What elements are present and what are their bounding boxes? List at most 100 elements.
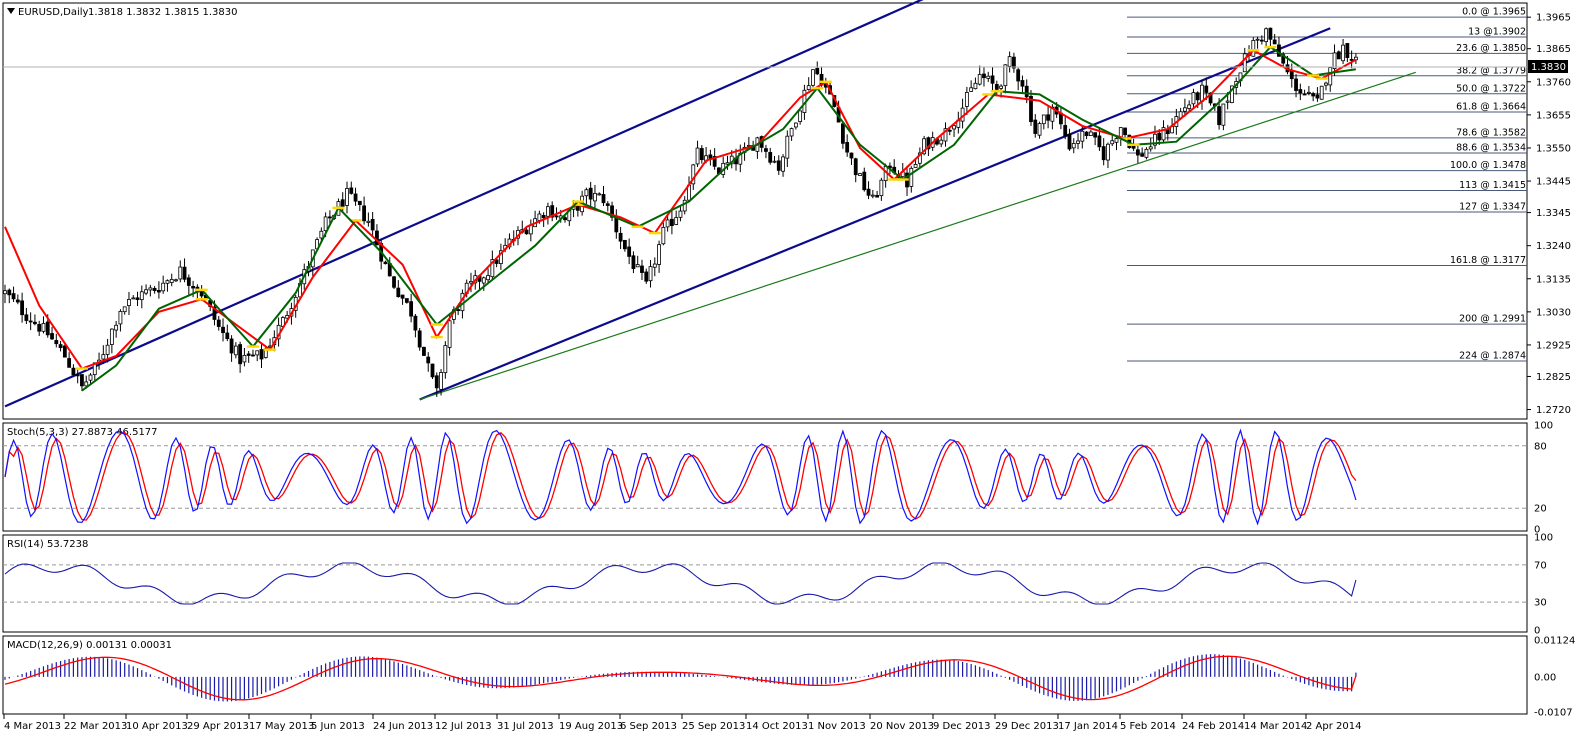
moving-averages [4,45,1357,392]
candle-body [67,358,72,368]
candle-body [994,84,999,90]
candle-body [1080,130,1085,142]
candle-body [1294,78,1298,91]
candle-body [986,75,991,79]
candle-body [943,128,948,142]
candle-body [917,152,922,164]
candle-body [54,340,59,345]
candle-body [1114,138,1119,143]
candle-body [353,193,358,202]
candle-body [648,266,653,282]
candle-body [75,374,80,377]
candle-body [610,205,614,218]
candle-body [45,321,50,336]
time-tick-label: 5 Jun 2013 [311,721,365,732]
candle-body [1272,39,1277,45]
candle-body [1101,146,1106,161]
candle-body [973,82,978,90]
time-tick-label: 19 Aug 2013 [559,721,623,732]
candle-body [712,156,717,167]
time-tick-label: 12 Jul 2013 [435,721,492,732]
candle-body [605,203,610,206]
candle-body [614,217,619,233]
candle-body [1187,104,1192,109]
fib-level-label: 38.2 @ 1.3779 [1456,65,1526,76]
price-tick-label: 1.3240 [1536,241,1571,252]
rsi-tick-label: 30 [1534,598,1547,609]
candle-body [1088,131,1093,137]
candle-body [768,152,773,163]
time-tick-label: 9 Dec 2013 [933,721,991,732]
candle-body [490,259,495,278]
fib-level-label: 61.8 @ 1.3664 [1456,102,1526,113]
candle-body [434,375,439,389]
candle-body [345,188,349,206]
fib-level-label: 200 @ 1.2991 [1459,314,1526,325]
time-tick-label: 29 Apr 2013 [187,721,249,732]
candle-body [37,323,42,332]
fib-level-label: 23.6 @ 1.3850 [1456,43,1526,54]
candle-body [964,92,969,107]
candle-body [169,278,174,283]
candle-body [1131,145,1136,149]
time-tick-label: 22 Mar 2013 [64,721,127,732]
candle-body [862,171,867,191]
candle-body [225,332,230,339]
candle-body [1221,103,1226,126]
candle-body [392,276,396,288]
candle-body [109,328,114,345]
candle-body [982,73,986,79]
fib-level-label: 224 @ 1.2874 [1459,351,1526,362]
candle-body [323,216,328,232]
candle-body [11,293,16,300]
candle-body [84,381,89,387]
candle-body [443,345,448,374]
candle-body [1302,93,1307,96]
candle-body [1259,39,1264,42]
candle-body [447,320,452,348]
fibonacci-levels[interactable]: 0.0 @ 1.3965 13 @1.3902 23.6 @ 1.3850 38.2 … [1127,7,1527,362]
candle-body [148,287,153,291]
candle-body [588,187,593,200]
candle-body [926,137,931,150]
time-tick-label: 6 Sep 2013 [620,721,677,732]
candle-body [349,187,354,194]
candle-body [764,148,768,152]
support-trendline [419,71,1416,401]
candle-body [875,194,879,198]
candle-body [1020,80,1025,87]
candle-body [1255,38,1260,41]
symbol-dropdown-icon[interactable] [7,8,15,14]
candle-body [781,156,785,172]
time-tick-label: 20 Nov 2013 [870,721,934,732]
candle-body [537,213,542,221]
candle-body [772,160,777,163]
candle-body [1016,69,1021,82]
candle-body [1140,153,1145,157]
candle-body [114,324,119,331]
candle-body [699,148,704,161]
candle-body [524,229,529,235]
candle-body [327,216,332,219]
candle-body [191,285,196,289]
time-tick-label: 1 Nov 2013 [808,721,866,732]
candle-body [1191,92,1196,105]
time-tick-label: 2 Apr 2014 [1306,721,1361,732]
candle-body [922,138,927,155]
trend-lines[interactable] [4,0,1416,408]
channel-upper-line [4,0,924,408]
candle-body [1144,148,1149,158]
candle-body [1264,28,1269,42]
price-panel [2,2,1528,420]
candle-body [233,345,238,356]
candle-body [1217,106,1221,126]
stoch-axis: 100 80 20 0 [1534,421,1553,536]
candle-body [866,188,871,196]
candle-body [952,125,956,130]
stoch-tick-label: 0 [1534,525,1540,536]
candle-body [199,291,204,297]
candle-body [212,306,217,320]
candle-body [1336,51,1341,60]
candle-body [494,259,499,264]
candle-body [216,319,221,327]
